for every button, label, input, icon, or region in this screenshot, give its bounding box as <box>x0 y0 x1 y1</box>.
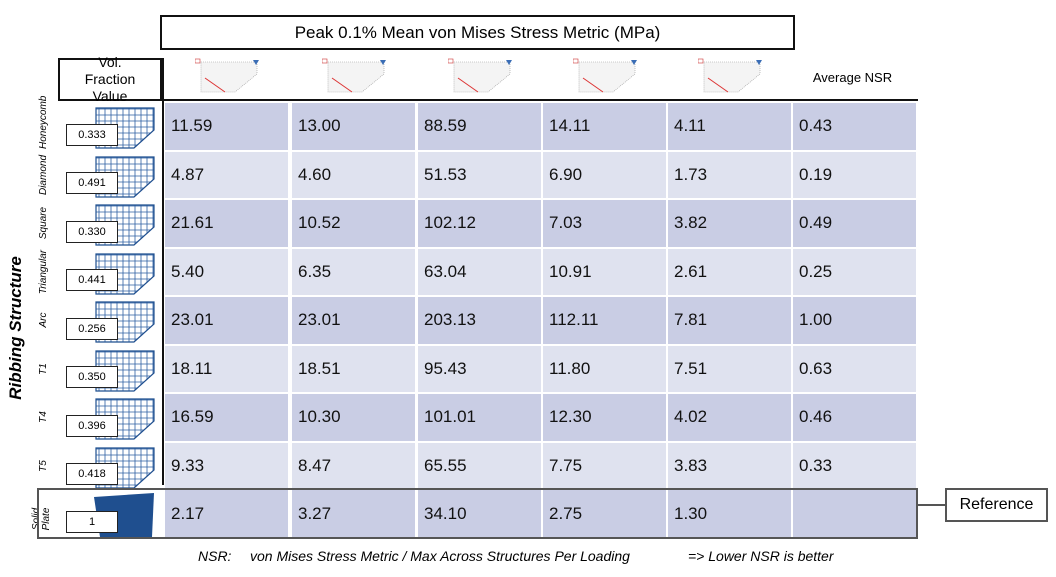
structure-name: Triangular <box>38 249 49 294</box>
value-cell: 3.82 <box>668 200 791 247</box>
value-cell: 13.00 <box>292 103 415 150</box>
loading-icon <box>447 58 512 93</box>
value-cell: 14.11 <box>543 103 666 150</box>
loading-icon <box>572 58 637 93</box>
average-cell <box>793 490 916 537</box>
average-cell: 0.46 <box>793 394 916 441</box>
loading-icon <box>697 58 762 93</box>
vol-fraction: 0.418 <box>66 463 118 485</box>
value-cell: 1.73 <box>668 151 791 198</box>
average-cell: 0.19 <box>793 151 916 198</box>
structure-name: Honeycomb <box>38 95 49 150</box>
reference-label: Reference <box>945 488 1048 522</box>
loading-thumbnail <box>194 58 261 96</box>
structure-name: Diamond <box>38 154 49 195</box>
structure-name: T5 <box>38 459 49 472</box>
loading-icon <box>194 58 259 93</box>
vol-fraction: 0.441 <box>66 269 118 291</box>
title: Peak 0.1% Mean von Mises Stress Metric (… <box>160 15 795 50</box>
vol-fraction: 0.396 <box>66 414 118 437</box>
value-cell: 7.51 <box>668 345 791 392</box>
value-cell: 5.40 <box>165 248 288 295</box>
value-cell: 11.80 <box>543 345 666 392</box>
value-cell: 4.87 <box>165 151 288 198</box>
value-cell: 3.27 <box>292 490 415 537</box>
value-cell: 7.81 <box>668 297 791 344</box>
value-cell: 65.55 <box>418 442 541 489</box>
vol-fraction: 1 <box>66 511 118 533</box>
value-cell: 2.17 <box>165 490 288 537</box>
average-header: Average NSR <box>812 70 893 85</box>
footnote-conclusion: => Lower NSR is better <box>688 548 834 564</box>
loading-thumbnail <box>697 58 764 96</box>
value-cell: 12.30 <box>543 394 666 441</box>
value-cell: 4.60 <box>292 151 415 198</box>
structure-name: Square <box>38 207 49 240</box>
value-cell: 1.30 <box>668 490 791 537</box>
value-cell: 3.83 <box>668 442 791 489</box>
value-cell: 6.35 <box>292 248 415 295</box>
value-cell: 21.61 <box>165 200 288 247</box>
value-cell: 6.90 <box>543 151 666 198</box>
value-cell: 4.11 <box>668 103 791 150</box>
average-cell: 0.43 <box>793 103 916 150</box>
value-cell: 9.33 <box>165 442 288 489</box>
side-label: Ribbing Structure <box>6 256 25 400</box>
value-cell: 88.59 <box>418 103 541 150</box>
value-cell: 101.01 <box>418 394 541 441</box>
vol-fraction: 0.330 <box>66 220 118 243</box>
value-cell: 10.30 <box>292 394 415 441</box>
loading-thumbnail <box>572 58 639 96</box>
value-cell: 34.10 <box>418 490 541 537</box>
average-cell: 0.33 <box>793 442 916 489</box>
structure-name: T1 <box>38 362 49 375</box>
footnote-term: NSR: <box>198 548 232 564</box>
vol-fraction: 0.491 <box>66 172 118 194</box>
vol-fraction-header: Vol. Fraction Value <box>58 54 162 104</box>
value-cell: 18.11 <box>165 345 288 392</box>
value-cell: 7.75 <box>543 442 666 489</box>
value-cell: 2.75 <box>543 490 666 537</box>
vol-fraction: 0.333 <box>66 123 118 146</box>
value-cell: 102.12 <box>418 200 541 247</box>
value-cell: 16.59 <box>165 394 288 441</box>
reference-outline <box>37 488 918 539</box>
footnote: NSR: von Mises Stress Metric / Max Acros… <box>0 548 1056 568</box>
loading-thumbnail <box>321 58 388 96</box>
value-cell: 10.91 <box>543 248 666 295</box>
average-cell: 0.63 <box>793 345 916 392</box>
loading-thumbnail <box>447 58 514 96</box>
value-cell: 18.51 <box>292 345 415 392</box>
divider <box>162 58 164 485</box>
structure-name: T4 <box>38 411 49 424</box>
average-cell: 1.00 <box>793 297 916 344</box>
value-cell: 4.02 <box>668 394 791 441</box>
value-cell: 11.59 <box>165 103 288 150</box>
vol-fraction: 0.256 <box>66 317 118 340</box>
value-cell: 23.01 <box>292 297 415 344</box>
value-cell: 7.03 <box>543 200 666 247</box>
value-cell: 95.43 <box>418 345 541 392</box>
average-cell: 0.49 <box>793 200 916 247</box>
loading-icon <box>321 58 386 93</box>
value-cell: 51.53 <box>418 151 541 198</box>
average-cell: 0.25 <box>793 248 916 295</box>
vol-fraction: 0.350 <box>66 366 118 388</box>
footnote-definition: von Mises Stress Metric / Max Across Str… <box>250 548 630 564</box>
connector <box>918 504 945 506</box>
value-cell: 10.52 <box>292 200 415 247</box>
value-cell: 63.04 <box>418 248 541 295</box>
value-cell: 2.61 <box>668 248 791 295</box>
divider <box>162 99 918 101</box>
structure-name: Arc <box>38 312 49 328</box>
value-cell: 112.11 <box>543 297 666 344</box>
value-cell: 23.01 <box>165 297 288 344</box>
value-cell: 203.13 <box>418 297 541 344</box>
value-cell: 8.47 <box>292 442 415 489</box>
